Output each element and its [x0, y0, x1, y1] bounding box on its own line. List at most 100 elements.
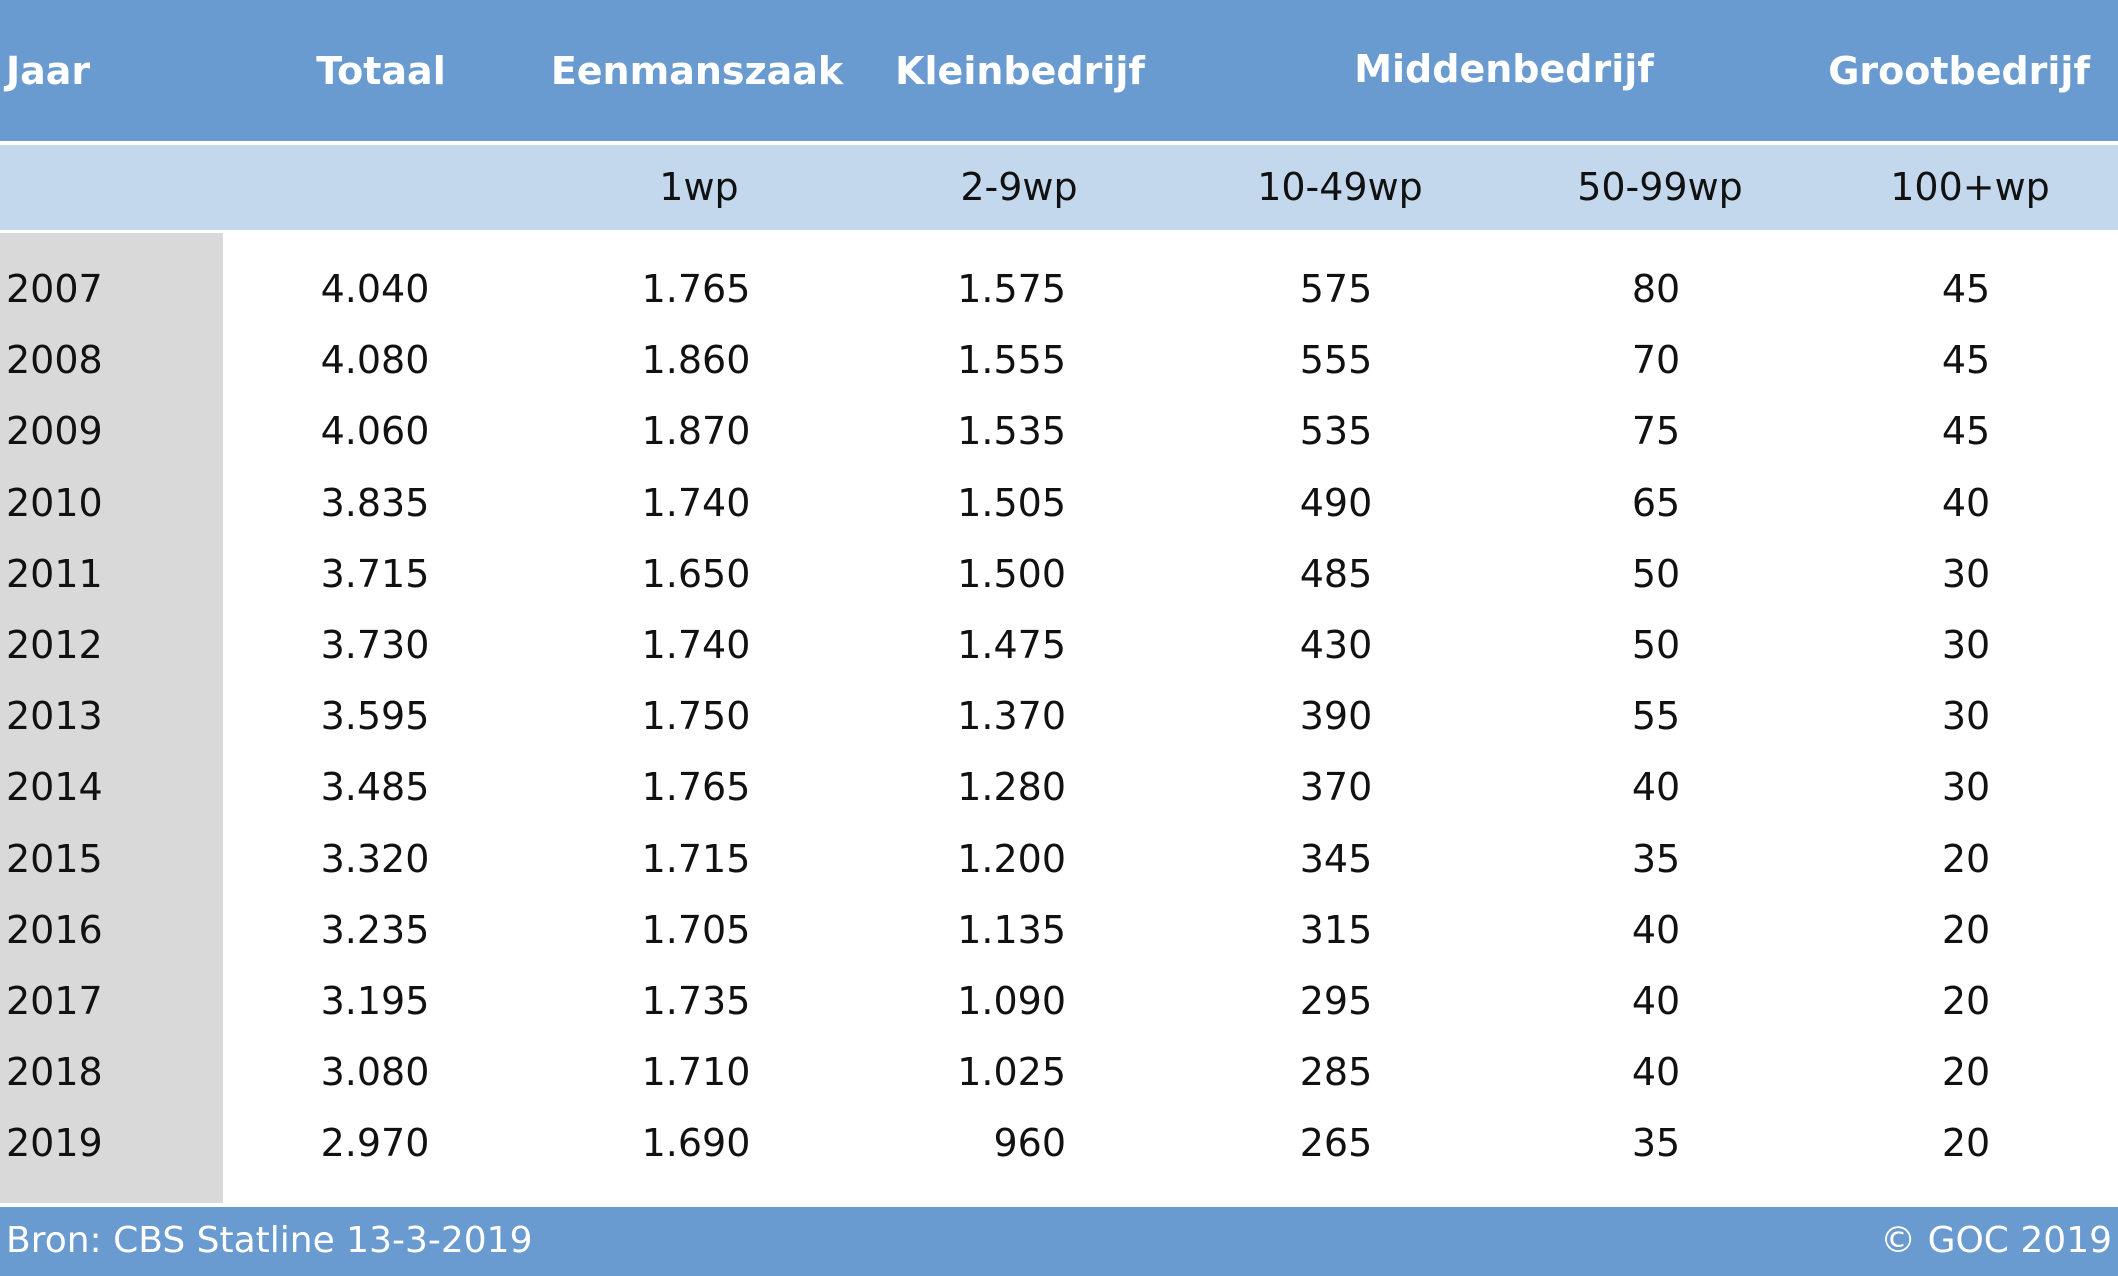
cell-eenmanszaak: 1.750: [641, 694, 751, 738]
cell-10-49wp: 285: [1299, 1050, 1373, 1094]
cell-totaal: 3.320: [320, 837, 430, 881]
cell-10-49wp: 315: [1299, 908, 1373, 952]
cell-100wp: 20: [1941, 1121, 1991, 1165]
header-divider: [0, 141, 2118, 145]
cell-50-99wp: 65: [1631, 481, 1681, 525]
subheader-10-49wp: 10-49wp: [1257, 165, 1423, 209]
column-header-eenmanszaak: Eenmanszaak: [550, 49, 844, 93]
cell-totaal: 3.730: [320, 623, 430, 667]
cell-totaal: 3.485: [320, 765, 430, 809]
cell-totaal: 3.595: [320, 694, 430, 738]
subheader-1wp: 1wp: [659, 165, 739, 209]
cell-100wp: 20: [1941, 979, 1991, 1023]
column-header-kleinbedrijf: Kleinbedrijf: [895, 49, 1145, 93]
cell-totaal: 2.970: [320, 1121, 430, 1165]
cell-100wp: 30: [1941, 552, 1991, 596]
cell-10-49wp: 485: [1299, 552, 1373, 596]
cell-50-99wp: 75: [1631, 409, 1681, 453]
cell-kleinbedrijf: 1.535: [957, 409, 1066, 453]
cell-50-99wp: 40: [1631, 765, 1681, 809]
cell-10-49wp: 555: [1299, 338, 1373, 382]
cell-100wp: 45: [1941, 338, 1991, 382]
column-header-grootbedrijf: Grootbedrijf: [1828, 49, 2090, 93]
cell-jaar: 2018: [6, 1050, 103, 1094]
subheader-row: [0, 145, 2118, 230]
cell-50-99wp: 35: [1631, 1121, 1681, 1165]
cell-10-49wp: 295: [1299, 979, 1373, 1023]
cell-50-99wp: 80: [1631, 267, 1681, 311]
cell-50-99wp: 55: [1631, 694, 1681, 738]
cell-10-49wp: 265: [1299, 1121, 1373, 1165]
cell-100wp: 20: [1941, 908, 1991, 952]
cell-10-49wp: 575: [1299, 267, 1373, 311]
cell-100wp: 45: [1941, 267, 1991, 311]
cell-10-49wp: 370: [1299, 765, 1373, 809]
cell-kleinbedrijf: 1.280: [957, 765, 1066, 809]
cell-eenmanszaak: 1.715: [641, 837, 751, 881]
cell-jaar: 2015: [6, 837, 103, 881]
cell-10-49wp: 390: [1299, 694, 1373, 738]
cell-jaar: 2007: [6, 267, 103, 311]
cell-kleinbedrijf: 1.370: [957, 694, 1066, 738]
cell-50-99wp: 40: [1631, 1050, 1681, 1094]
cell-kleinbedrijf: 1.090: [957, 979, 1066, 1023]
cell-eenmanszaak: 1.705: [641, 908, 751, 952]
cell-100wp: 45: [1941, 409, 1991, 453]
cell-totaal: 4.080: [320, 338, 430, 382]
cell-eenmanszaak: 1.860: [641, 338, 751, 382]
cell-totaal: 3.195: [320, 979, 430, 1023]
cell-50-99wp: 70: [1631, 338, 1681, 382]
cell-eenmanszaak: 1.735: [641, 979, 751, 1023]
cell-eenmanszaak: 1.710: [641, 1050, 751, 1094]
copyright-note: © GOC 2019: [1880, 1220, 2112, 1261]
cell-kleinbedrijf: 1.025: [957, 1050, 1066, 1094]
cell-kleinbedrijf: 1.200: [957, 837, 1066, 881]
cell-eenmanszaak: 1.740: [641, 623, 751, 667]
cell-kleinbedrijf: 1.500: [957, 552, 1066, 596]
cell-kleinbedrijf: 1.555: [957, 338, 1066, 382]
cell-eenmanszaak: 1.650: [641, 552, 751, 596]
cell-100wp: 40: [1941, 481, 1991, 525]
cell-eenmanszaak: 1.870: [641, 409, 751, 453]
cell-50-99wp: 50: [1631, 552, 1681, 596]
cell-jaar: 2013: [6, 694, 103, 738]
cell-50-99wp: 40: [1631, 979, 1681, 1023]
cell-100wp: 30: [1941, 623, 1991, 667]
subheader-100wp: 100+wp: [1890, 165, 2050, 209]
cell-jaar: 2009: [6, 409, 103, 453]
year-column-background: [0, 233, 223, 1203]
cell-jaar: 2016: [6, 908, 103, 952]
column-header-middenbedrijf: Middenbedrijf: [1354, 47, 1654, 91]
cell-50-99wp: 50: [1631, 623, 1681, 667]
cell-totaal: 3.715: [320, 552, 430, 596]
cell-jaar: 2011: [6, 552, 103, 596]
header-row: [0, 0, 2118, 141]
footer-bar: [0, 1207, 2118, 1276]
cell-kleinbedrijf: 1.575: [957, 267, 1066, 311]
cell-totaal: 4.040: [320, 267, 430, 311]
cell-50-99wp: 35: [1631, 837, 1681, 881]
cell-jaar: 2008: [6, 338, 103, 382]
cell-totaal: 3.835: [320, 481, 430, 525]
cell-totaal: 3.235: [320, 908, 430, 952]
cell-10-49wp: 535: [1299, 409, 1373, 453]
column-header-totaal: Totaal: [316, 49, 446, 93]
cell-kleinbedrijf: 1.135: [957, 908, 1066, 952]
cell-10-49wp: 345: [1299, 837, 1373, 881]
cell-10-49wp: 430: [1299, 623, 1373, 667]
cell-eenmanszaak: 1.690: [641, 1121, 751, 1165]
cell-eenmanszaak: 1.740: [641, 481, 751, 525]
cell-10-49wp: 490: [1299, 481, 1373, 525]
cell-kleinbedrijf: 1.475: [957, 623, 1066, 667]
cell-kleinbedrijf: 1.505: [957, 481, 1066, 525]
cell-jaar: 2019: [6, 1121, 103, 1165]
cell-totaal: 4.060: [320, 409, 430, 453]
cell-100wp: 20: [1941, 837, 1991, 881]
subheader-50-99wp: 50-99wp: [1577, 165, 1743, 209]
cell-100wp: 30: [1941, 694, 1991, 738]
cell-100wp: 30: [1941, 765, 1991, 809]
source-note: Bron: CBS Statline 13-3-2019: [6, 1220, 533, 1261]
cell-totaal: 3.080: [320, 1050, 430, 1094]
cell-jaar: 2012: [6, 623, 103, 667]
cell-eenmanszaak: 1.765: [641, 765, 751, 809]
